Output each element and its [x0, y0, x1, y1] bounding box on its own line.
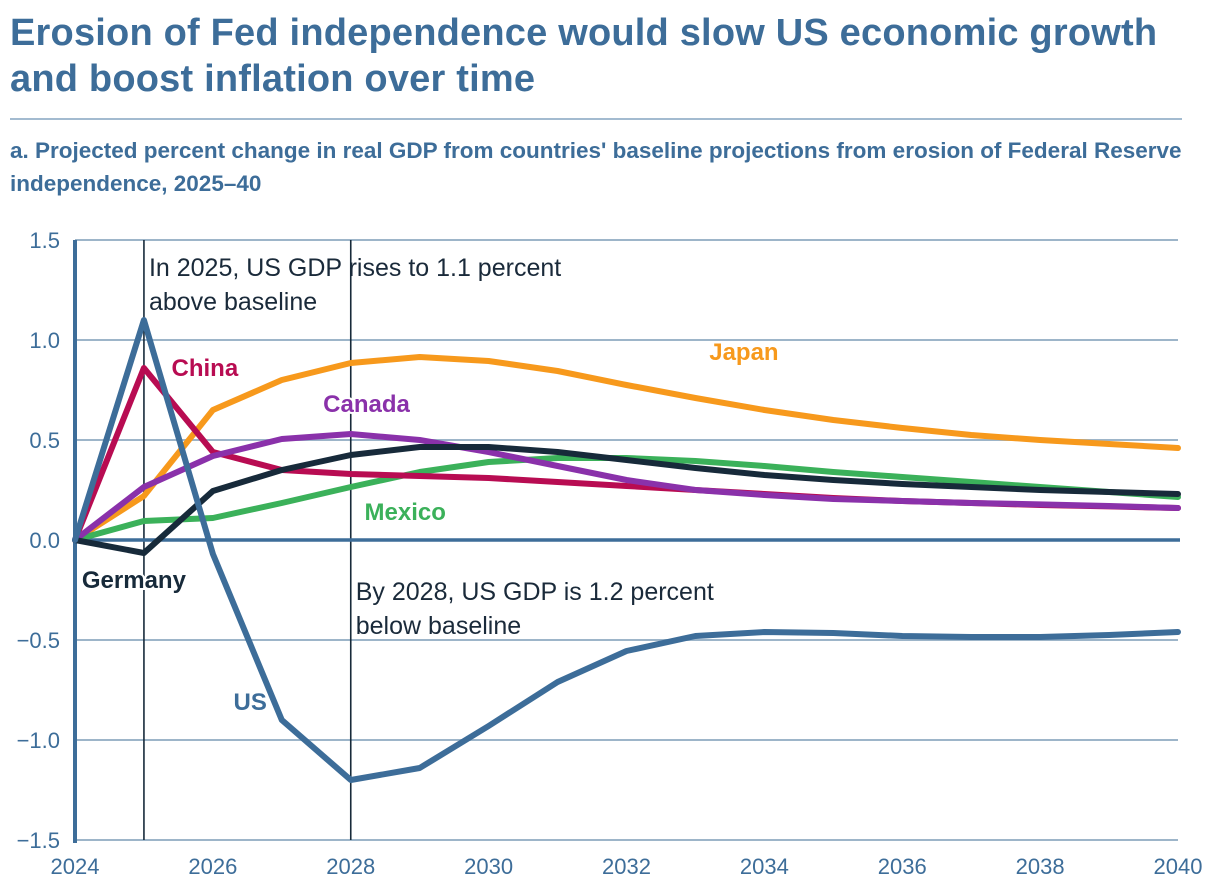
annotation-text: above baseline [149, 288, 317, 316]
x-tick-label: 2030 [464, 854, 513, 879]
series-line-canada [72, 431, 1181, 543]
series-line-us [72, 317, 1181, 783]
annotations: In 2025, US GDP rises to 1.1 percent abov… [149, 254, 714, 640]
gridlines [75, 239, 1178, 841]
annotation-text: In 2025, US GDP rises to 1.1 percent [149, 254, 561, 282]
series-line-japan [72, 354, 1181, 543]
chart-subtitle: a. Projected percent change in real GDP … [10, 138, 1182, 196]
series-label-us: US [234, 689, 267, 716]
y-tick-label: 1.5 [29, 228, 60, 253]
x-tick-label: 2034 [740, 854, 789, 879]
series-label-canada: Canada [323, 391, 410, 418]
series-label-mexico: Mexico [365, 499, 446, 526]
series-labels: Japan Canada China Mexico Germany US [80, 337, 781, 718]
x-tick-label: 2040 [1154, 854, 1203, 879]
series-label-japan: Japan [709, 339, 778, 366]
y-tick-label: 0.0 [29, 528, 60, 553]
x-tick-label: 2028 [326, 854, 375, 879]
series-label-china: China [172, 355, 239, 382]
y-tick-label: −1.0 [17, 728, 60, 753]
chart-title: Erosion of Fed independence would slow U… [10, 12, 1158, 100]
x-tick-label: 2026 [188, 854, 237, 879]
x-tick-label: 2032 [602, 854, 651, 879]
series-label-germany: Germany [82, 567, 187, 594]
y-tick-label: 1.0 [29, 328, 60, 353]
title-divider [10, 118, 1182, 120]
x-tick-label: 2038 [1016, 854, 1065, 879]
y-tick-label: −1.5 [17, 828, 60, 853]
series-line-mexico [72, 455, 1181, 543]
series-lines [72, 317, 1181, 783]
annotation-text: below baseline [356, 612, 521, 640]
x-tick-label: 2036 [878, 854, 927, 879]
y-tick-label: −0.5 [17, 628, 60, 653]
y-tick-label: 0.5 [29, 428, 60, 453]
series-line-germany [72, 444, 1181, 556]
annotation-text: By 2028, US GDP is 1.2 percent [356, 578, 714, 606]
x-tick-label: 2024 [51, 854, 100, 879]
